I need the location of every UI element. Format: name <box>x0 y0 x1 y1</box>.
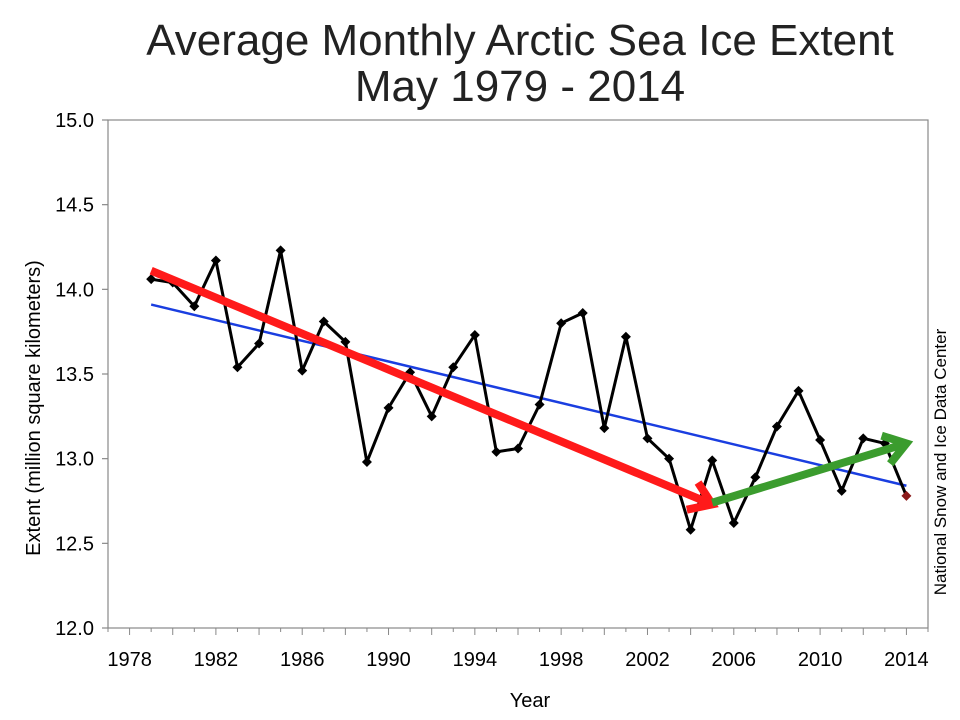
data-point <box>750 472 761 483</box>
data-point <box>556 318 567 329</box>
data-point <box>275 245 286 256</box>
data-point <box>146 274 157 285</box>
x-tick-label: 1978 <box>107 649 152 671</box>
arrow-shaft <box>149 267 711 507</box>
x-tick-label: 2010 <box>798 649 843 671</box>
data-point <box>901 490 912 501</box>
x-tick-label: 2002 <box>625 649 670 671</box>
data-point <box>491 446 502 457</box>
chart-title: Average Monthly Arctic Sea Ice Extent <box>146 16 894 65</box>
y-tick-label: 13.5 <box>55 364 94 386</box>
data-point <box>513 443 523 454</box>
y-axis-ticks: 12.0 12.5 13.0 13.5 14.0 14.5 15.0 <box>55 110 108 640</box>
y-tick-label: 14.0 <box>55 279 94 301</box>
data-point <box>599 423 610 434</box>
data-point <box>383 402 394 413</box>
y-tick-label: 12.0 <box>55 618 94 640</box>
arrow-head <box>880 431 914 467</box>
recovery-trend-arrow <box>711 431 914 507</box>
arrow-shaft <box>711 440 904 507</box>
data-point <box>254 338 265 349</box>
plot-frame <box>107 119 929 629</box>
y-tick-label: 14.5 <box>55 195 94 217</box>
x-tick-label: 1986 <box>280 649 325 671</box>
x-tick-label: 1994 <box>453 649 498 671</box>
data-point <box>836 485 847 496</box>
data-point <box>815 435 826 446</box>
plot-area <box>107 119 929 629</box>
data-point <box>426 411 437 422</box>
data-point <box>707 455 718 466</box>
credit-label: National Snow and Ice Data Center <box>931 328 950 595</box>
x-tick-label: 1990 <box>366 649 411 671</box>
x-tick-label: 2014 <box>884 649 929 671</box>
data-point <box>620 331 631 342</box>
data-point <box>642 433 653 444</box>
y-tick-label: 15.0 <box>55 110 94 132</box>
y-tick-label: 13.0 <box>55 449 94 471</box>
y-tick-label: 12.5 <box>55 533 94 555</box>
trend-line <box>150 303 907 487</box>
x-tick-label: 1982 <box>194 649 239 671</box>
data-point <box>577 308 588 319</box>
data-point <box>793 385 804 396</box>
y-axis-label: Extent (million square kilometers) <box>23 260 45 556</box>
data-point <box>448 362 459 373</box>
data-point <box>664 453 675 464</box>
data-point <box>189 301 200 312</box>
x-axis-ticks: 1978 1982 1986 1990 1994 1998 2002 2006 2010 2014 <box>107 628 929 671</box>
data-point <box>685 524 696 535</box>
declining-trend-arrow <box>149 267 719 514</box>
data-point <box>232 362 243 373</box>
data-point <box>858 433 869 444</box>
x-tick-label: 2006 <box>712 649 757 671</box>
data-point <box>771 421 782 432</box>
data-point <box>534 399 545 410</box>
x-tick-label: 1998 <box>539 649 584 671</box>
data-point <box>340 336 351 347</box>
data-point <box>361 457 372 468</box>
chart-subtitle: May 1979 - 2014 <box>354 62 686 111</box>
data-point <box>728 518 739 529</box>
arrow-head <box>685 480 719 514</box>
data-point <box>210 255 221 266</box>
series-line <box>150 248 908 532</box>
data-point <box>318 316 329 327</box>
data-marks <box>146 245 914 535</box>
data-point <box>469 330 480 341</box>
data-point <box>297 365 308 376</box>
x-axis-label: Year <box>510 690 551 712</box>
